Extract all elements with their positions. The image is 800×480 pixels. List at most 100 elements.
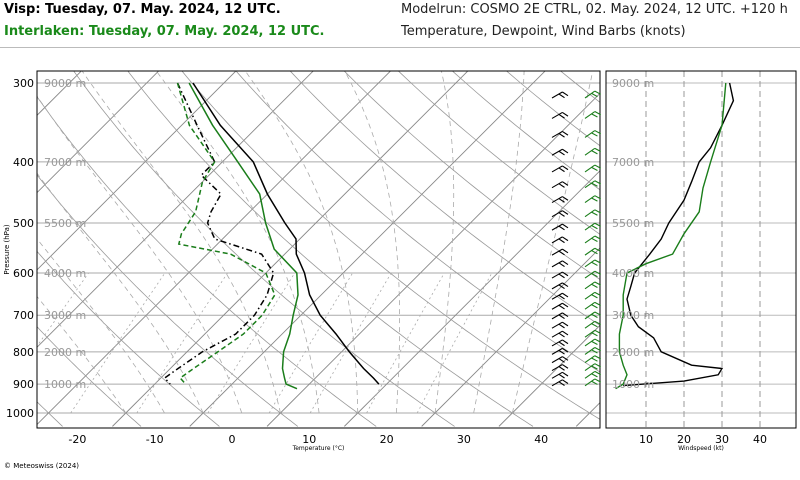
barb-flag (558, 284, 565, 290)
wind-tick-label: 10 (639, 433, 653, 446)
barb-staff (551, 260, 563, 268)
barb-staff (551, 330, 563, 338)
moist-adiabat (434, 71, 455, 414)
barb-staff (584, 90, 596, 99)
barb-flag (558, 250, 565, 256)
barb-flag (562, 111, 569, 117)
wind-barb-interlaken (584, 311, 601, 320)
isotherm-line (37, 71, 237, 271)
barb-staff (584, 370, 596, 379)
wind-barb-visp (551, 223, 569, 231)
barb-flag (562, 91, 569, 97)
isotherm-line (498, 324, 600, 427)
barb-flag (562, 196, 569, 201)
barb-flag (594, 209, 601, 214)
wind-barb-interlaken (584, 281, 601, 290)
mixing-ratio-line (207, 272, 296, 414)
height-label: 4000 m (44, 267, 86, 280)
barb-flag (594, 222, 601, 227)
wind-x-axis-label: Windspeed (kt) (678, 445, 724, 452)
barb-flag (562, 260, 569, 265)
barb-flag (591, 332, 598, 337)
wind-barb-interlaken (584, 147, 601, 156)
barb-flag (558, 167, 565, 173)
barb-staff (584, 195, 596, 204)
height-label: 2000 m (44, 346, 86, 359)
barb-staff (584, 180, 596, 189)
skew-profiles (163, 82, 380, 390)
barb-staff (551, 312, 563, 320)
wind-barb-visp (551, 312, 569, 320)
barb-staff (584, 378, 596, 387)
barb-flag (562, 321, 569, 327)
barb-flag (558, 132, 565, 138)
wind-barb-visp (551, 248, 569, 256)
moist-adiabat (244, 71, 359, 413)
barb-flag (594, 235, 601, 240)
barb-flag (591, 113, 598, 118)
wind-barb-visp (551, 260, 569, 268)
barb-staff (551, 339, 563, 347)
pressure-tick-label: 800 (13, 346, 34, 359)
barb-flag (594, 180, 601, 185)
wind-barb-visp (551, 330, 569, 338)
mixing-ratio-line (268, 272, 353, 414)
barb-flag (558, 113, 565, 119)
isotherm-line (37, 71, 160, 194)
barb-staff (551, 111, 563, 119)
dry-adiabat (37, 174, 299, 427)
moist-adiabat (473, 71, 525, 414)
temperature-tick-label: 40 (534, 433, 548, 446)
wind-height-label: 9000 m (612, 77, 654, 90)
skew-frame (36, 70, 601, 429)
wind-barb-interlaken (584, 329, 601, 338)
barb-staff (551, 91, 563, 99)
barb-flag (562, 312, 569, 318)
barb-flag (558, 150, 565, 156)
barb-flag (562, 271, 569, 277)
dry-adiabat (559, 71, 600, 103)
barb-flag (594, 259, 601, 264)
isotherm-line (37, 71, 314, 348)
mixing-ratio-line (70, 272, 166, 414)
dry-adiabat (343, 71, 600, 280)
barb-flag (562, 364, 569, 369)
barb-flag (591, 225, 598, 230)
wind-barb-visp (551, 371, 569, 379)
wind-barb-interlaken (584, 164, 601, 173)
barb-staff (584, 301, 596, 310)
temperature-tick-label: 10 (302, 433, 316, 446)
temperature-tick-label: 20 (380, 433, 394, 446)
barb-flag (594, 301, 601, 307)
barb-staff (551, 371, 563, 379)
barb-flag (594, 338, 601, 343)
barb-flag (562, 282, 569, 288)
barb-flag (594, 281, 601, 286)
barb-flag (562, 248, 569, 254)
wind-barb-interlaken (584, 180, 601, 189)
barb-flag (562, 181, 569, 186)
height-label: 3000 m (44, 309, 86, 322)
profile-visp-temperature (192, 82, 380, 385)
mixing-ratio-line (37, 272, 89, 347)
wind-barb-interlaken (584, 130, 601, 138)
barb-flag (562, 302, 569, 308)
height-label: 7000 m (44, 156, 86, 169)
isotherm-line (37, 71, 82, 116)
wind-height-label: 5500 m (612, 217, 654, 230)
profile-interlaken-temperature (188, 82, 299, 390)
barb-flag (558, 314, 565, 320)
wind-barb-interlaken (584, 363, 601, 372)
temperature-tick-label: -20 (68, 433, 86, 446)
wind-height-label: 2000 m (612, 346, 654, 359)
barb-staff (584, 259, 596, 268)
pressure-tick-label: 300 (13, 77, 34, 90)
barb-flag (558, 349, 565, 355)
barb-staff (584, 270, 596, 279)
barb-flag (558, 93, 565, 99)
wind-barb-interlaken (584, 301, 601, 310)
barb-flag (591, 365, 598, 370)
wind-tick-label: 30 (715, 433, 729, 446)
wind-barb-interlaken (584, 247, 601, 256)
wind-barb-visp (551, 236, 569, 244)
